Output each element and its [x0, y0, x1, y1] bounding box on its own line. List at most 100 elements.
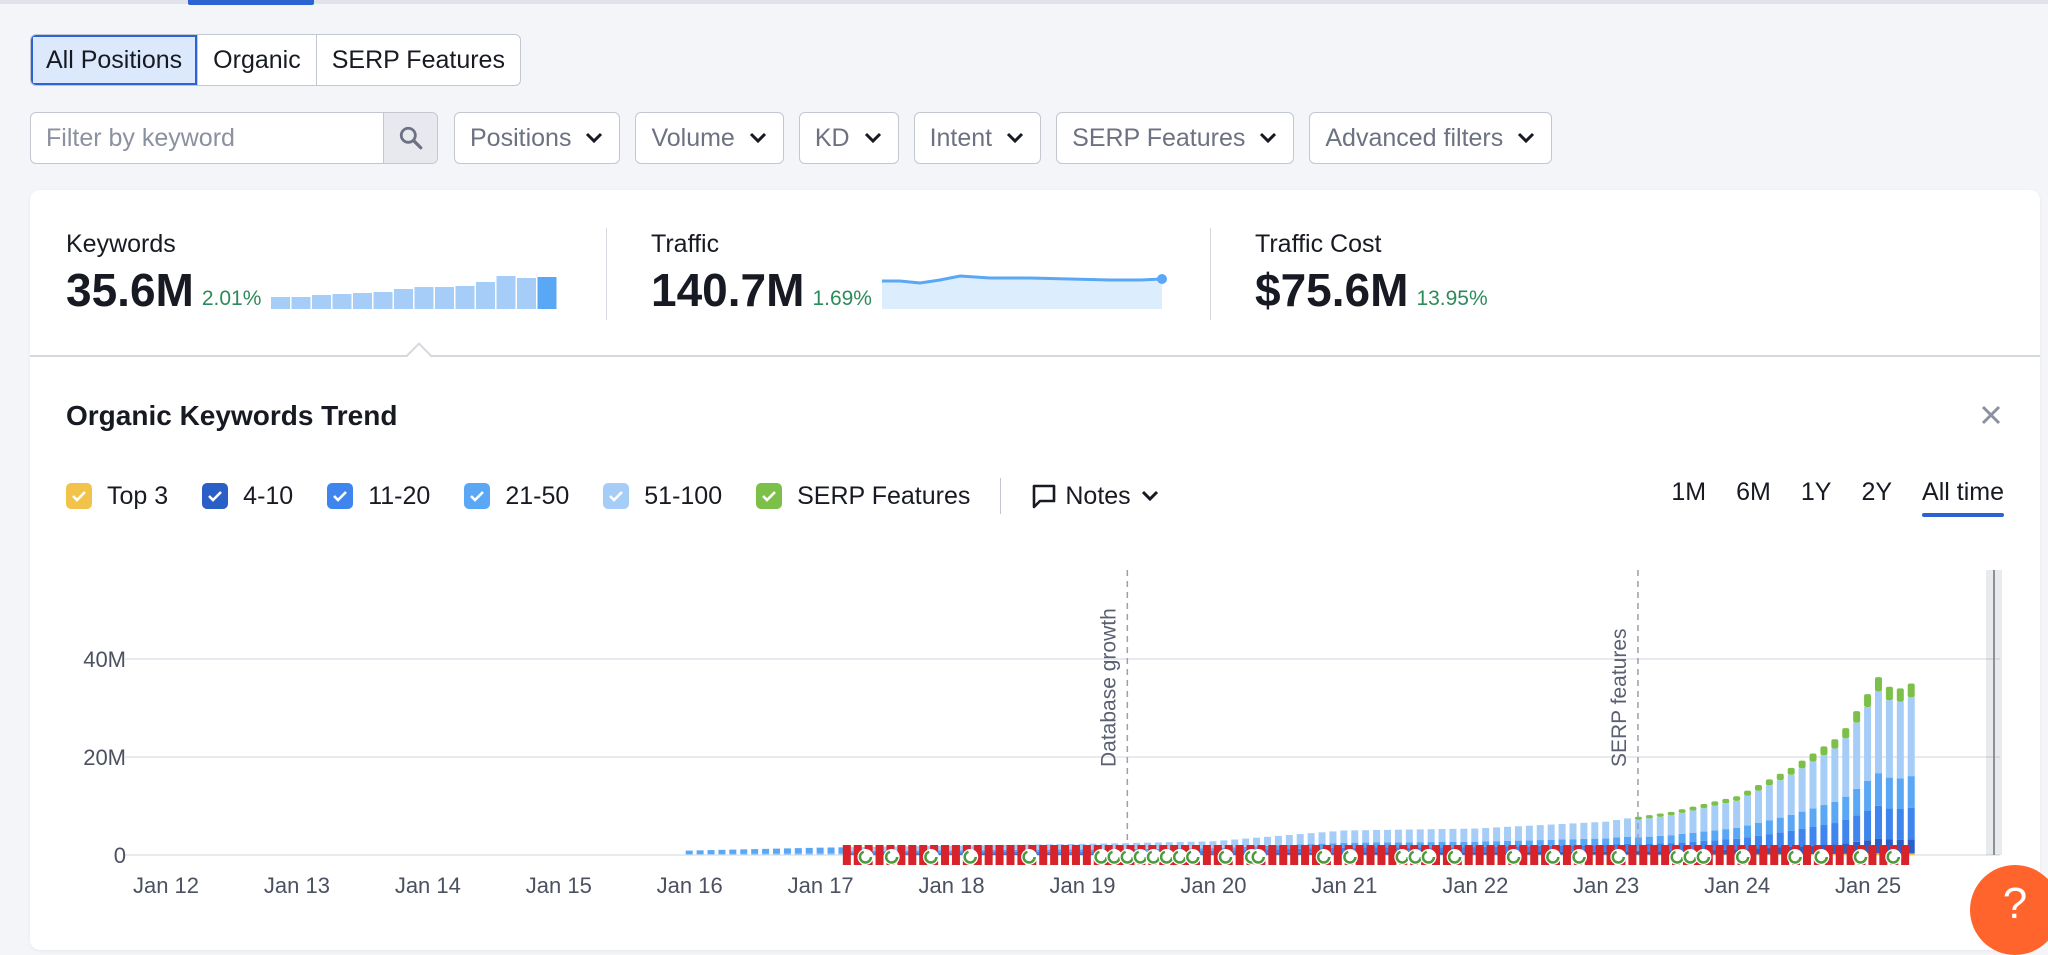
stacked-bar-segment — [1874, 853, 1882, 855]
keywords-metric[interactable]: Keywords 35.6M 2.01% — [66, 230, 559, 315]
legend-label: 51-100 — [644, 481, 723, 510]
stacked-bar-segment — [1896, 839, 1904, 854]
legend-21-50[interactable]: 21-50 — [464, 482, 569, 511]
stacked-bar-segment — [893, 846, 901, 851]
keyword-filter-input[interactable] — [31, 113, 383, 163]
stacked-bar-segment — [1722, 849, 1730, 855]
google-marker-icon — [963, 850, 977, 864]
notes-dropdown[interactable]: Notes — [1031, 482, 1158, 511]
legend-11-20[interactable]: 11-20 — [327, 482, 430, 511]
stacked-bar-segment — [914, 854, 922, 856]
stacked-bar-segment — [1547, 824, 1555, 840]
stacked-bar-segment — [1438, 847, 1446, 853]
stacked-bar-segment — [1449, 828, 1457, 842]
metric-delta: 13.95% — [1416, 287, 1488, 310]
tab-serp-features[interactable]: SERP Features — [331, 46, 505, 74]
traffic-sparkline — [881, 274, 1167, 309]
stacked-bar-segment — [1733, 838, 1741, 850]
stacked-bar-segment — [1274, 854, 1282, 856]
search-icon — [399, 126, 422, 150]
stacked-bar-segment — [1700, 808, 1708, 832]
stacked-bar-segment — [1318, 843, 1326, 849]
google-marker-icon — [1735, 850, 1750, 864]
stacked-bar-segment — [1296, 834, 1304, 845]
advanced-filters-dropdown[interactable]: Advanced filters — [1309, 112, 1553, 164]
tab-all-positions[interactable]: All Positions — [31, 35, 199, 85]
stacked-bar-segment — [1536, 840, 1544, 847]
traffic-cost-metric[interactable]: Traffic Cost $75.6M 13.95% — [1255, 230, 1488, 315]
stacked-bar-segment — [1656, 854, 1664, 856]
stacked-bar-segment — [1558, 823, 1566, 840]
x-tick-label: Jan 23 — [1573, 873, 1639, 898]
stacked-bar-segment — [1667, 815, 1675, 836]
checkbox-icon — [66, 483, 92, 509]
serp-feature-marker — [1050, 845, 1059, 865]
legend-serp-features[interactable]: SERP Features — [756, 482, 970, 511]
search-button[interactable] — [383, 113, 437, 163]
stacked-bar-segment — [1274, 853, 1282, 855]
range-all-time[interactable]: All time — [1922, 478, 2004, 517]
legend-51-100[interactable]: 51-100 — [603, 482, 722, 511]
stacked-bar-segment — [947, 845, 955, 851]
chevron-down-icon — [1518, 132, 1535, 144]
stacked-bar-segment — [783, 853, 791, 855]
stacked-bar-segment — [816, 853, 824, 855]
stacked-bar-segment — [1885, 777, 1893, 809]
dropdown-label: Advanced filters — [1325, 123, 1504, 152]
serp-feature-marker — [1519, 845, 1528, 865]
stacked-bar-segment — [1013, 854, 1021, 856]
kd-dropdown[interactable]: KD — [798, 112, 899, 164]
stacked-bar-segment — [1427, 829, 1435, 843]
stacked-bar-segment — [1416, 829, 1424, 843]
google-marker-icon — [1572, 850, 1586, 864]
legend-4-10[interactable]: 4-10 — [202, 482, 293, 511]
serp-feature-marker — [1290, 845, 1299, 865]
stacked-bar-segment — [1842, 728, 1850, 739]
serp-feature-marker — [951, 845, 960, 865]
positions-dropdown[interactable]: Positions — [454, 112, 621, 164]
stacked-bar-segment — [1722, 803, 1730, 830]
stacked-bar-segment — [1242, 850, 1250, 854]
range-1m[interactable]: 1M — [1671, 478, 1707, 506]
serp-features-dropdown[interactable]: SERP Features — [1056, 112, 1295, 164]
intent-dropdown[interactable]: Intent — [913, 112, 1042, 164]
stacked-bar-segment — [1885, 686, 1893, 701]
google-marker-icon — [1186, 850, 1200, 864]
y-tick-label: 40M — [83, 647, 126, 672]
stacked-bar-segment — [991, 850, 999, 853]
stacked-bar-segment — [1645, 851, 1653, 855]
range-6m[interactable]: 6M — [1736, 478, 1771, 506]
tab-organic[interactable]: Organic — [198, 35, 317, 85]
stacked-bar-segment — [1580, 822, 1588, 839]
annotation-label: Database growth — [1097, 608, 1120, 767]
metric-label: Traffic — [651, 230, 720, 258]
stacked-bar-segment — [1591, 845, 1599, 852]
stacked-bar-segment — [1558, 854, 1566, 856]
serp-feature-marker — [984, 845, 993, 865]
stacked-bar-segment — [1787, 814, 1795, 831]
legend-top-3[interactable]: Top 3 — [66, 482, 168, 511]
stacked-bar-segment — [969, 845, 977, 851]
stacked-bar-segment — [1209, 848, 1217, 851]
stacked-bar-segment — [1285, 848, 1293, 853]
close-icon[interactable] — [1976, 400, 2006, 430]
stacked-bar-segment — [1514, 840, 1522, 847]
google-marker-icon — [1853, 850, 1868, 864]
stacked-bar-segment — [1842, 843, 1850, 854]
traffic-metric[interactable]: Traffic 140.7M 1.69% — [651, 230, 1170, 315]
stacked-bar-segment — [1263, 853, 1271, 855]
range-1y[interactable]: 1Y — [1800, 478, 1832, 506]
trend-title: Organic Keywords Trend — [66, 400, 398, 431]
range-2y[interactable]: 2Y — [1861, 478, 1893, 506]
stacked-bar-segment — [1689, 810, 1697, 833]
stacked-bar-segment — [1034, 854, 1042, 856]
stacked-bar-segment — [1896, 701, 1904, 779]
volume-dropdown[interactable]: Volume — [635, 112, 784, 164]
stacked-bar-segment — [1602, 821, 1610, 839]
legend-separator — [1000, 478, 1002, 514]
stacked-bar-segment — [1831, 853, 1839, 855]
stacked-bar-segment — [1493, 852, 1501, 855]
google-marker-icon — [1218, 850, 1233, 864]
stacked-bar-segment — [1613, 837, 1621, 845]
serp-feature-marker — [1388, 845, 1397, 865]
